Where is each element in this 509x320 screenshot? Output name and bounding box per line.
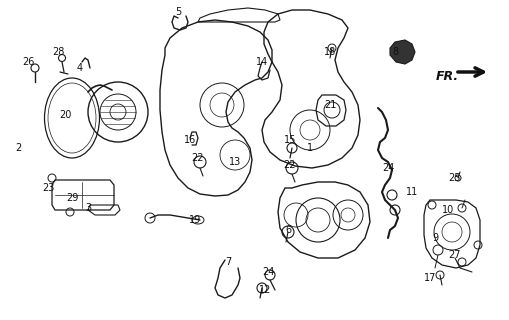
Text: 20: 20 [59,110,71,120]
Text: 14: 14 [256,57,268,67]
Text: 27: 27 [449,250,461,260]
Text: 16: 16 [184,135,196,145]
Text: 19: 19 [189,215,201,225]
Text: 9: 9 [432,233,438,243]
Text: 18: 18 [324,47,336,57]
Text: 22: 22 [284,160,296,170]
Text: 22: 22 [192,153,204,163]
Polygon shape [390,40,415,64]
Text: 12: 12 [259,285,271,295]
Text: 4: 4 [77,63,83,73]
Text: 28: 28 [52,47,64,57]
Text: 2: 2 [15,143,21,153]
Text: 24: 24 [262,267,274,277]
Text: FR.: FR. [436,69,459,83]
Text: 11: 11 [406,187,418,197]
Text: 3: 3 [85,203,91,213]
Text: 10: 10 [442,205,454,215]
Text: 8: 8 [392,47,398,57]
Text: 7: 7 [225,257,231,267]
Text: 21: 21 [324,100,336,110]
Text: 25: 25 [449,173,461,183]
Text: 26: 26 [22,57,34,67]
Text: 29: 29 [66,193,78,203]
Text: 5: 5 [175,7,181,17]
Text: 24: 24 [382,163,394,173]
Text: 6: 6 [285,225,291,235]
Text: 13: 13 [229,157,241,167]
Text: 23: 23 [42,183,54,193]
Text: 1: 1 [307,143,313,153]
Text: 15: 15 [284,135,296,145]
Text: 17: 17 [424,273,436,283]
